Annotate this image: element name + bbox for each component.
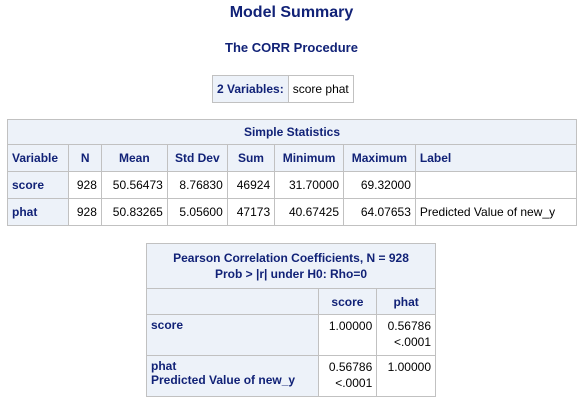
cell-std-dev: 5.05600 xyxy=(166,198,228,226)
cell-label xyxy=(414,171,578,199)
correlation-cell: 1.00000 xyxy=(317,314,378,356)
cell-maximum: 64.07653 xyxy=(343,198,416,226)
pearson-correlation-table: Pearson Correlation Coefficients, N = 92… xyxy=(146,243,436,397)
cell-sum: 46924 xyxy=(226,171,276,199)
correlation-value: 1.00000 xyxy=(328,319,373,333)
column-header-n: N xyxy=(68,144,102,172)
cell-mean: 50.56473 xyxy=(100,171,168,199)
table-row: phat 928 50.83265 5.05600 47173 40.67425… xyxy=(6,198,578,226)
row-name: score xyxy=(151,318,184,332)
p-value: <.0001 xyxy=(393,335,431,349)
row-header-score: score xyxy=(146,314,319,356)
variables-value: score phat xyxy=(287,75,354,103)
cell-minimum: 31.70000 xyxy=(274,171,344,199)
simple-statistics-table: Simple Statistics Variable N Mean Std De… xyxy=(6,119,578,226)
cell-std-dev: 8.76830 xyxy=(166,171,228,199)
cell-sum: 47173 xyxy=(226,198,276,226)
cell-n: 928 xyxy=(68,171,102,199)
column-header-phat: phat xyxy=(376,288,436,315)
row-name: phat xyxy=(151,359,177,373)
corner-cell xyxy=(146,288,319,315)
cell-minimum: 40.67425 xyxy=(274,198,344,226)
correlation-value: 0.56786 xyxy=(387,319,431,333)
row-header-score: score xyxy=(6,171,70,199)
row-label: Predicted Value of new_y xyxy=(151,373,296,387)
procedure-title: The CORR Procedure xyxy=(225,40,358,55)
cell-n: 928 xyxy=(68,198,102,226)
cell-label: Predicted Value of new_y xyxy=(414,198,578,226)
pearson-caption-line2: Prob > |r| under H0: Rho=0 xyxy=(214,267,368,281)
table-row: phat Predicted Value of new_y 0.56786 <.… xyxy=(146,355,436,397)
cell-maximum: 69.32000 xyxy=(343,171,416,199)
variables-table: 2 Variables: score phat xyxy=(212,75,354,103)
simple-statistics-caption: Simple Statistics xyxy=(7,119,577,145)
pearson-caption-line1: Pearson Correlation Coefficients, N = 92… xyxy=(173,251,409,265)
column-header-sum: Sum xyxy=(226,144,276,172)
column-header-label: Label xyxy=(414,144,578,172)
correlation-cell: 0.56786 <.0001 xyxy=(317,355,378,397)
column-header-mean: Mean xyxy=(100,144,168,172)
correlation-value: 0.56786 xyxy=(328,360,373,374)
correlation-value: 1.00000 xyxy=(387,360,431,374)
table-row: score 1.00000 0.56786 <.0001 xyxy=(146,314,436,356)
column-header-variable: Variable xyxy=(6,144,70,172)
column-header-score: score xyxy=(317,288,378,315)
column-header-std-dev: Std Dev xyxy=(166,144,228,172)
column-header-maximum: Maximum xyxy=(343,144,416,172)
pearson-caption: Pearson Correlation Coefficients, N = 92… xyxy=(146,243,436,289)
cell-mean: 50.83265 xyxy=(100,198,168,226)
correlation-cell: 0.56786 <.0001 xyxy=(376,314,436,356)
column-header-minimum: Minimum xyxy=(274,144,344,172)
row-header-phat: phat xyxy=(6,198,70,226)
p-value: <.0001 xyxy=(335,376,373,390)
page-title: Model Summary xyxy=(229,4,354,21)
correlation-cell: 1.00000 xyxy=(376,355,436,397)
variables-label: 2 Variables: xyxy=(212,75,289,103)
row-header-phat: phat Predicted Value of new_y xyxy=(146,355,319,397)
table-row: score 928 50.56473 8.76830 46924 31.7000… xyxy=(6,171,578,199)
